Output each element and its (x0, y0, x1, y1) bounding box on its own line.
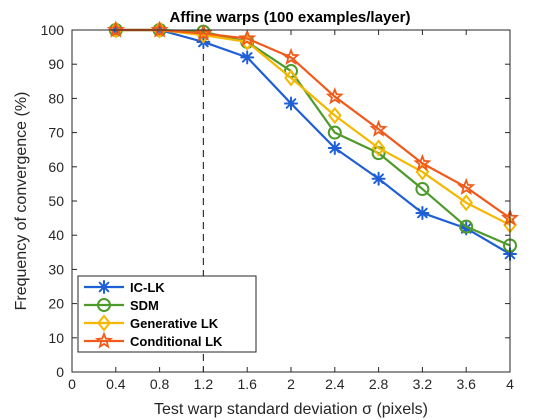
x-tick-label: 4 (506, 376, 514, 392)
y-tick-label: 90 (48, 56, 64, 72)
data-point (284, 96, 298, 111)
x-axis-label: Test warp standard deviation σ (pixels) (154, 401, 428, 418)
x-tick-label: 0 (68, 376, 76, 392)
data-point (327, 140, 342, 155)
x-tick-label: 2 (287, 376, 295, 392)
data-point (457, 177, 476, 196)
x-tick-label: 2.4 (325, 376, 345, 392)
series-conditional-lk (106, 20, 520, 226)
legend-label: Generative LK (130, 316, 219, 331)
x-tick-label: 0.4 (106, 376, 126, 392)
x-tick-label: 2.8 (369, 376, 389, 392)
legend-item: SDM (84, 298, 159, 313)
data-point (281, 47, 301, 66)
data-point (327, 125, 342, 140)
y-tick-label: 50 (48, 193, 64, 209)
legend-label: SDM (130, 298, 159, 313)
y-tick-label: 20 (48, 296, 64, 312)
x-tick-label: 1.2 (194, 376, 214, 392)
legend-item: Conditional LK (84, 331, 223, 349)
data-point (238, 29, 257, 47)
x-tick-label: 3.2 (413, 376, 433, 392)
data-point (415, 182, 430, 197)
data-point (371, 171, 386, 186)
y-tick-label: 100 (41, 22, 65, 38)
data-point (415, 205, 430, 220)
plot-frame (71, 29, 511, 373)
legend-label: Conditional LK (130, 334, 223, 349)
series-line (115, 28, 511, 255)
data-point (106, 20, 125, 38)
series-line (115, 28, 511, 220)
y-tick-label: 60 (48, 159, 64, 175)
legend-marker (94, 331, 114, 349)
data-point (325, 87, 344, 105)
data-point (459, 194, 474, 212)
data-point (327, 106, 342, 125)
y-tick-label: 70 (48, 125, 64, 141)
legend: IC-LK SDM Generative LK Conditional LK (77, 275, 257, 353)
legend-label: IC-LK (130, 280, 165, 295)
chart-title: Affine warps (100 examples/layer) (170, 9, 411, 26)
x-tick-label: 0.8 (150, 376, 170, 392)
legend-marker (97, 314, 111, 332)
data-point (413, 153, 432, 172)
y-tick-label: 0 (56, 364, 64, 380)
data-point (459, 219, 474, 234)
y-tick-label: 40 (48, 227, 64, 243)
y-tick-label: 30 (48, 261, 64, 277)
data-point (240, 50, 255, 65)
y-tick-label: 10 (48, 330, 64, 346)
legend-item: Generative LK (84, 314, 219, 332)
legend-marker (97, 280, 111, 294)
axes: 0 0.4 0.8 1.2 1.6 2 2.4 2.8 3.2 3.6 40102030405060… (41, 22, 514, 392)
data-point (371, 139, 386, 157)
legend-marker (97, 298, 111, 312)
legend-item: IC-LK (84, 280, 165, 295)
y-tick-label: 80 (48, 90, 64, 106)
x-tick-label: 3.6 (456, 376, 476, 392)
data-point (194, 23, 213, 42)
data-point (284, 69, 298, 87)
x-tick-label: 1.6 (237, 376, 257, 392)
y-axis-label: Frequency of convergence (%) (13, 92, 30, 311)
data-point (369, 119, 388, 137)
data-point (150, 20, 169, 38)
